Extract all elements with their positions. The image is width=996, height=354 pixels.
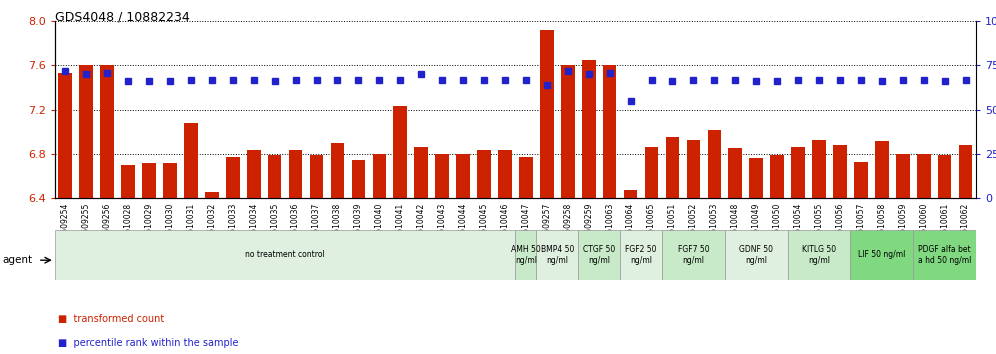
Bar xyxy=(226,157,240,198)
Bar xyxy=(561,65,575,198)
Bar xyxy=(540,30,554,198)
Bar xyxy=(749,159,763,198)
Bar xyxy=(289,150,303,198)
Text: KITLG 50
ng/ml: KITLG 50 ng/ml xyxy=(802,245,836,264)
Text: GDS4048 / 10882234: GDS4048 / 10882234 xyxy=(55,11,189,24)
Bar xyxy=(959,145,972,198)
Bar xyxy=(623,190,637,198)
Text: ■  percentile rank within the sample: ■ percentile rank within the sample xyxy=(58,338,238,348)
Bar xyxy=(456,154,470,198)
FancyBboxPatch shape xyxy=(788,230,851,280)
Bar xyxy=(812,139,826,198)
Bar xyxy=(247,150,261,198)
Bar xyxy=(834,145,847,198)
Bar xyxy=(686,139,700,198)
FancyBboxPatch shape xyxy=(851,230,913,280)
Bar xyxy=(770,155,784,198)
Bar xyxy=(414,147,428,198)
Bar xyxy=(603,65,617,198)
FancyBboxPatch shape xyxy=(537,230,579,280)
Bar xyxy=(373,154,386,198)
Bar xyxy=(142,163,155,198)
Bar xyxy=(644,147,658,198)
Bar xyxy=(896,154,909,198)
Bar xyxy=(665,137,679,198)
Bar xyxy=(791,147,805,198)
Bar xyxy=(855,162,868,198)
Bar xyxy=(184,123,197,198)
FancyBboxPatch shape xyxy=(662,230,725,280)
Bar xyxy=(938,155,951,198)
Bar xyxy=(163,163,176,198)
Bar xyxy=(101,65,114,198)
FancyBboxPatch shape xyxy=(516,230,537,280)
Bar xyxy=(205,192,219,198)
FancyBboxPatch shape xyxy=(725,230,788,280)
Bar xyxy=(917,154,930,198)
Bar xyxy=(435,154,449,198)
Text: FGF7 50
ng/ml: FGF7 50 ng/ml xyxy=(677,245,709,264)
Bar xyxy=(477,150,491,198)
FancyBboxPatch shape xyxy=(55,230,516,280)
Bar xyxy=(393,107,407,198)
Bar xyxy=(80,65,93,198)
Bar xyxy=(352,160,366,198)
Bar xyxy=(310,155,324,198)
Text: no treatment control: no treatment control xyxy=(245,250,325,259)
Bar xyxy=(331,143,345,198)
Text: agent: agent xyxy=(2,255,32,265)
Bar xyxy=(498,150,512,198)
Text: FGF2 50
ng/ml: FGF2 50 ng/ml xyxy=(625,245,656,264)
Bar xyxy=(519,157,533,198)
Text: ■  transformed count: ■ transformed count xyxy=(58,314,164,324)
Text: GDNF 50
ng/ml: GDNF 50 ng/ml xyxy=(739,245,773,264)
Text: CTGF 50
ng/ml: CTGF 50 ng/ml xyxy=(583,245,616,264)
Bar xyxy=(59,73,72,198)
FancyBboxPatch shape xyxy=(579,230,621,280)
FancyBboxPatch shape xyxy=(621,230,662,280)
Text: PDGF alfa bet
a hd 50 ng/ml: PDGF alfa bet a hd 50 ng/ml xyxy=(918,245,971,264)
Text: LIF 50 ng/ml: LIF 50 ng/ml xyxy=(859,250,905,259)
Text: BMP4 50
ng/ml: BMP4 50 ng/ml xyxy=(541,245,574,264)
Bar xyxy=(707,130,721,198)
Bar xyxy=(582,60,596,198)
Bar xyxy=(728,148,742,198)
FancyBboxPatch shape xyxy=(913,230,976,280)
Bar xyxy=(122,165,134,198)
Bar xyxy=(875,141,888,198)
Bar xyxy=(268,155,282,198)
Text: AMH 50
ng/ml: AMH 50 ng/ml xyxy=(511,245,541,264)
